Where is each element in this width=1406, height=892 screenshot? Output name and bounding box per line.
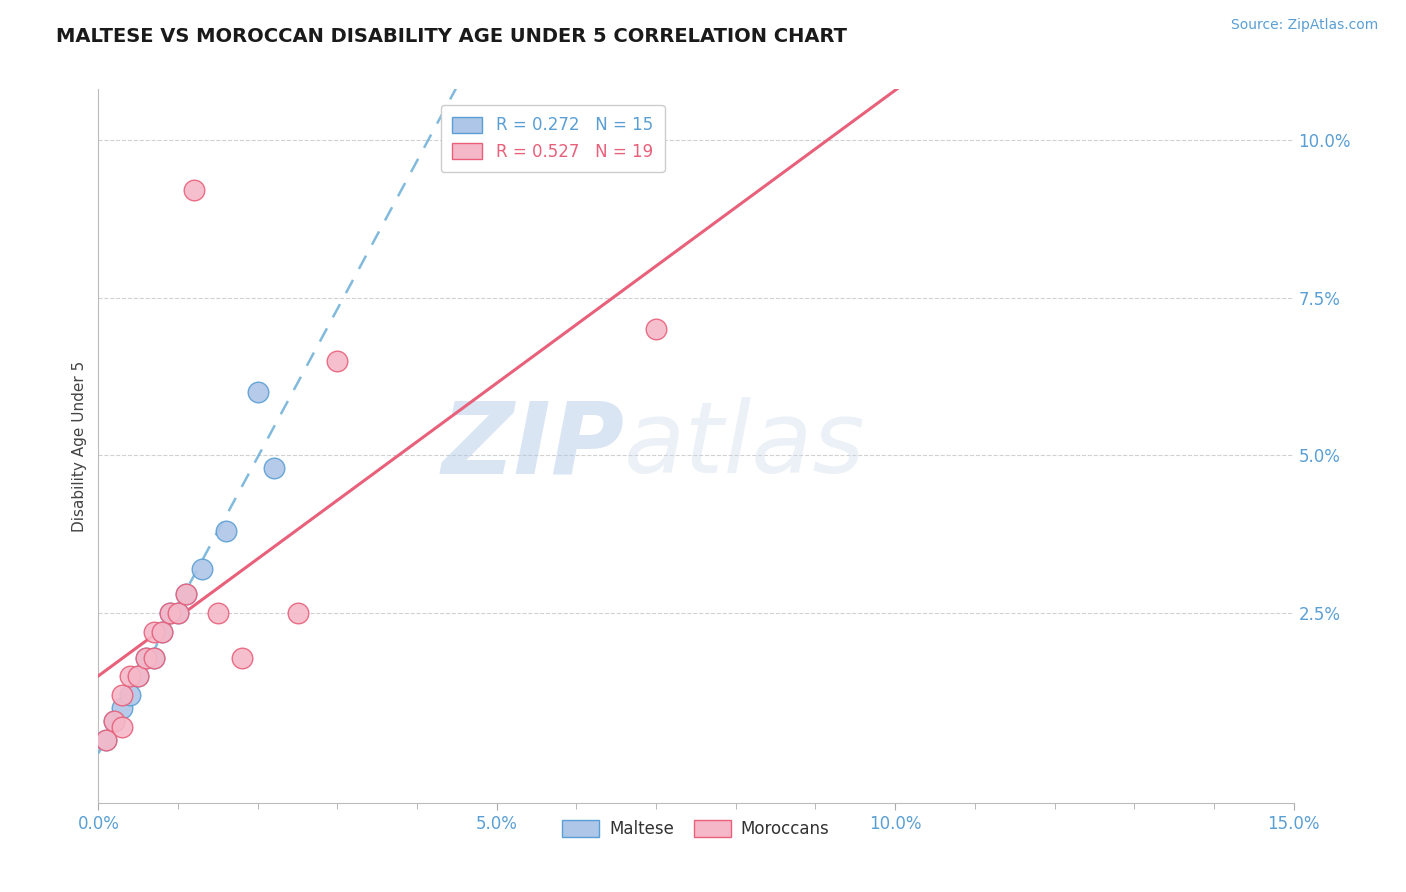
Point (159, 607, 181, 621)
Point (111, 701, 134, 715)
Point (263, 461, 285, 475)
Point (143, 650, 166, 665)
Point (167, 607, 190, 621)
Point (183, 183, 205, 197)
Point (174, 587, 197, 601)
Point (150, 625, 173, 640)
Point (326, 353, 349, 368)
Text: MALTESE VS MOROCCAN DISABILITY AGE UNDER 5 CORRELATION CHART: MALTESE VS MOROCCAN DISABILITY AGE UNDER… (56, 27, 848, 45)
Point (111, 689, 134, 703)
Point (143, 625, 166, 640)
Point (103, 714, 125, 728)
Point (103, 714, 125, 728)
Point (135, 650, 157, 665)
Point (159, 607, 181, 621)
Point (231, 650, 253, 665)
Text: ZIP: ZIP (441, 398, 624, 494)
Point (246, 385, 269, 400)
Point (215, 524, 238, 539)
Point (174, 587, 197, 601)
Point (645, 322, 668, 336)
Point (191, 562, 214, 576)
Point (111, 720, 134, 734)
Point (150, 625, 173, 640)
Point (167, 607, 190, 621)
Text: Source: ZipAtlas.com: Source: ZipAtlas.com (1230, 18, 1378, 32)
Point (120, 689, 142, 703)
Point (127, 669, 149, 683)
Point (96, 732, 118, 747)
Point (127, 669, 149, 683)
Point (120, 669, 142, 683)
Legend: Maltese, Moroccans: Maltese, Moroccans (555, 813, 837, 845)
Point (96, 732, 118, 747)
Point (207, 607, 229, 621)
Y-axis label: Disability Age Under 5: Disability Age Under 5 (72, 360, 87, 532)
Text: atlas: atlas (624, 398, 866, 494)
Point (143, 650, 166, 665)
Point (287, 607, 309, 621)
Point (135, 650, 157, 665)
